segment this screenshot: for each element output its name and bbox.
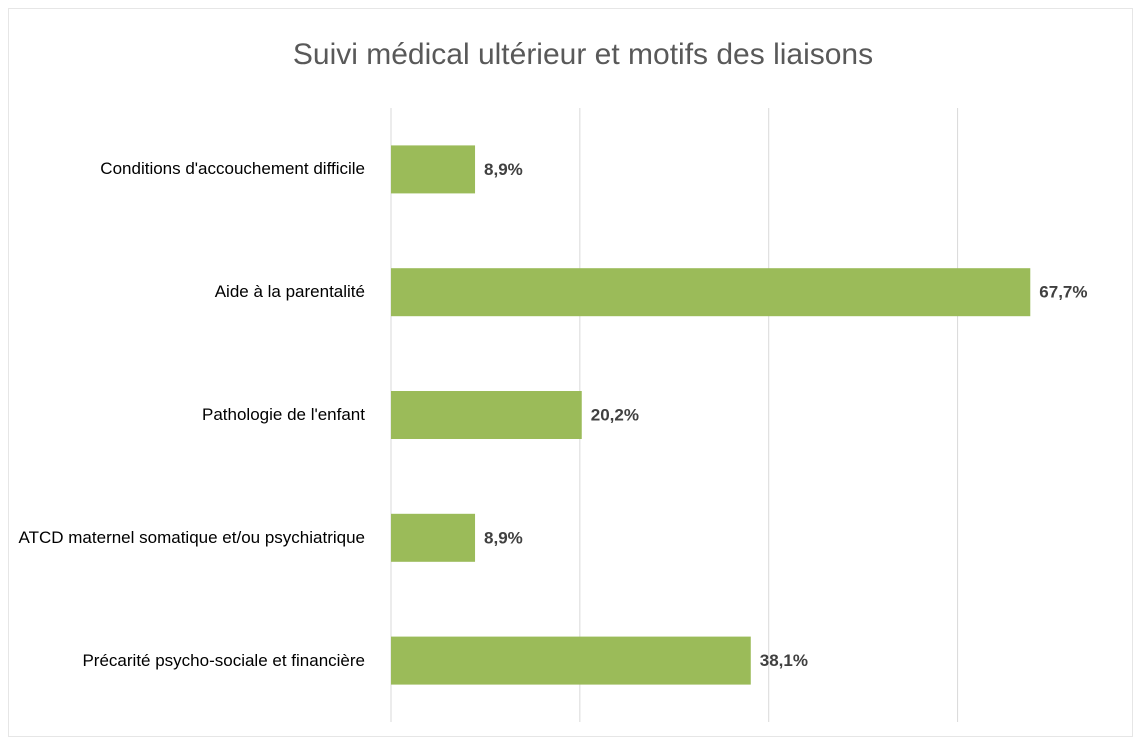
- bar: [391, 636, 751, 685]
- data-label: 38,1%: [760, 651, 808, 670]
- bar: [391, 391, 582, 439]
- data-label: 8,9%: [484, 528, 523, 547]
- category-label: Conditions d'accouchement difficile: [100, 159, 365, 179]
- bar: [391, 145, 476, 194]
- bar: [391, 268, 1031, 317]
- category-label: ATCD maternel somatique et/ou psychiatri…: [18, 527, 365, 547]
- category-label: Pathologie de l'enfant: [202, 405, 365, 424]
- category-label: Précarité psycho-sociale et financière: [82, 650, 365, 670]
- bar: [391, 513, 476, 562]
- data-label: 20,2%: [591, 405, 639, 424]
- chart-border: [8, 8, 1133, 737]
- data-label: 67,7%: [1039, 283, 1087, 302]
- category-label: Aide à la parentalité: [214, 282, 365, 302]
- data-label: 8,9%: [484, 160, 523, 179]
- chart-title: Suivi médical ultérieur et motifs des li…: [293, 38, 873, 71]
